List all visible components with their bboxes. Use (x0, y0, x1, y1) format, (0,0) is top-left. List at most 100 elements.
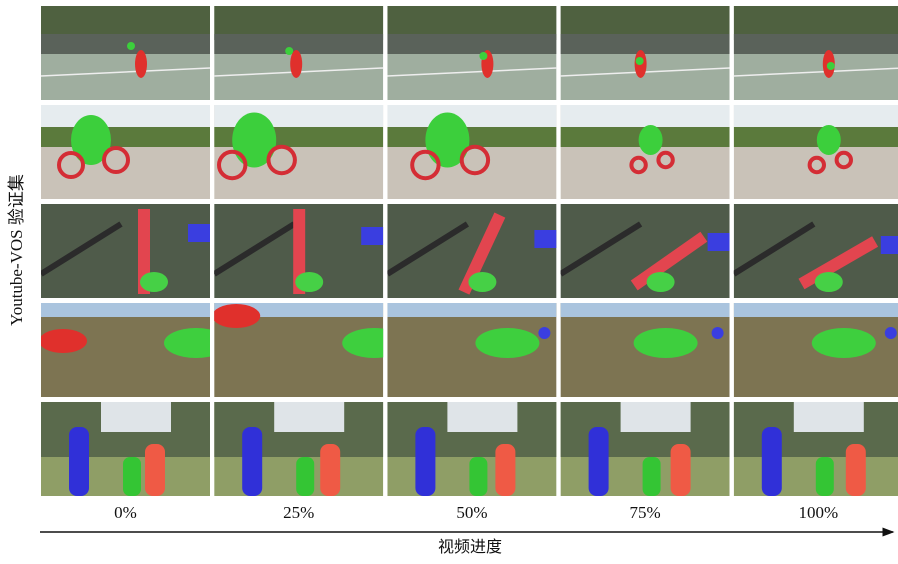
frame-content (734, 204, 898, 298)
frame (39, 303, 228, 397)
frame (734, 6, 898, 100)
frame-content (214, 105, 383, 199)
frame (387, 6, 556, 100)
bg (41, 204, 210, 298)
sky (387, 303, 556, 317)
x-axis-label: 视频进度 (438, 538, 502, 556)
person-green (469, 457, 487, 496)
column-label: 100% (798, 503, 838, 522)
person-red (671, 444, 691, 496)
person-green (816, 457, 834, 496)
zebra-mask (538, 327, 550, 339)
frame (734, 204, 898, 298)
zebra-mask (475, 328, 539, 358)
racket-mask (479, 52, 487, 60)
zebra-mask (39, 329, 87, 353)
person-blue (415, 427, 435, 496)
trees (387, 127, 556, 147)
person-blue (69, 427, 89, 496)
frame (387, 204, 556, 298)
rider-mask (639, 125, 663, 155)
sky (561, 303, 730, 317)
frame-content (734, 6, 898, 100)
frame (561, 204, 730, 298)
zebra-mask (712, 327, 724, 339)
frame (41, 402, 210, 496)
frame-content (387, 303, 556, 397)
person-red (495, 444, 515, 496)
fence (734, 34, 898, 54)
frame-content (734, 402, 898, 496)
person-red (145, 444, 165, 496)
frame-content (41, 6, 210, 100)
trees (734, 127, 898, 147)
frame-content (214, 204, 383, 298)
frame (214, 6, 383, 100)
sky (447, 402, 517, 432)
person-green (643, 457, 661, 496)
frame (212, 303, 406, 397)
zebra-mask (812, 328, 876, 358)
person-red (846, 444, 866, 496)
frame (734, 402, 898, 496)
frame-content (734, 303, 898, 397)
frame (561, 303, 730, 397)
person-blue (589, 427, 609, 496)
frame (214, 204, 383, 298)
rider-mask (817, 125, 841, 155)
frame (41, 105, 210, 199)
trees (41, 127, 210, 147)
column-label: 50% (456, 503, 487, 522)
column-label: 75% (630, 503, 661, 522)
person-blue (762, 427, 782, 496)
box-mask (361, 227, 383, 245)
frame-content (212, 303, 406, 397)
box-mask (534, 230, 556, 248)
zebra-mask (885, 327, 897, 339)
person-blue (242, 427, 262, 496)
frame-content (561, 402, 730, 496)
racket-mask (127, 42, 135, 50)
sky (101, 402, 171, 432)
column-label: 0% (114, 503, 137, 522)
fence (561, 34, 730, 54)
racket-mask (827, 62, 835, 70)
box-mask (708, 233, 730, 251)
frame (387, 105, 556, 199)
person-green (123, 457, 141, 496)
hand-mask (468, 272, 496, 292)
frame-content (387, 402, 556, 496)
hand-mask (815, 272, 843, 292)
frame-content (387, 6, 556, 100)
frame-content (214, 6, 383, 100)
frame-content (561, 105, 730, 199)
frame (387, 402, 556, 496)
figure: Youtube-VOS 验证集 视频进度 0%25%50%75%100% (0, 0, 898, 559)
frame (734, 303, 898, 397)
frame-content (41, 105, 210, 199)
zebra-mask (634, 328, 698, 358)
frame (561, 6, 730, 100)
frame-content (41, 402, 210, 496)
hand-mask (140, 272, 168, 292)
fence (41, 34, 210, 54)
frame (41, 6, 210, 100)
y-axis-label: Youtube-VOS 验证集 (7, 174, 26, 326)
panel-grid (39, 6, 898, 496)
fence (387, 34, 556, 54)
frame-content (561, 204, 730, 298)
frame (214, 105, 383, 199)
frame-content (387, 204, 556, 298)
sky (274, 402, 344, 432)
frame-content (39, 303, 228, 397)
frame (561, 105, 730, 199)
frame (387, 303, 556, 397)
person-green (296, 457, 314, 496)
racket-mask (636, 57, 644, 65)
frame (734, 105, 898, 199)
frame-content (734, 105, 898, 199)
player-mask (290, 50, 302, 78)
racket-mask (285, 47, 293, 55)
player-mask (135, 50, 147, 78)
sky (621, 402, 691, 432)
